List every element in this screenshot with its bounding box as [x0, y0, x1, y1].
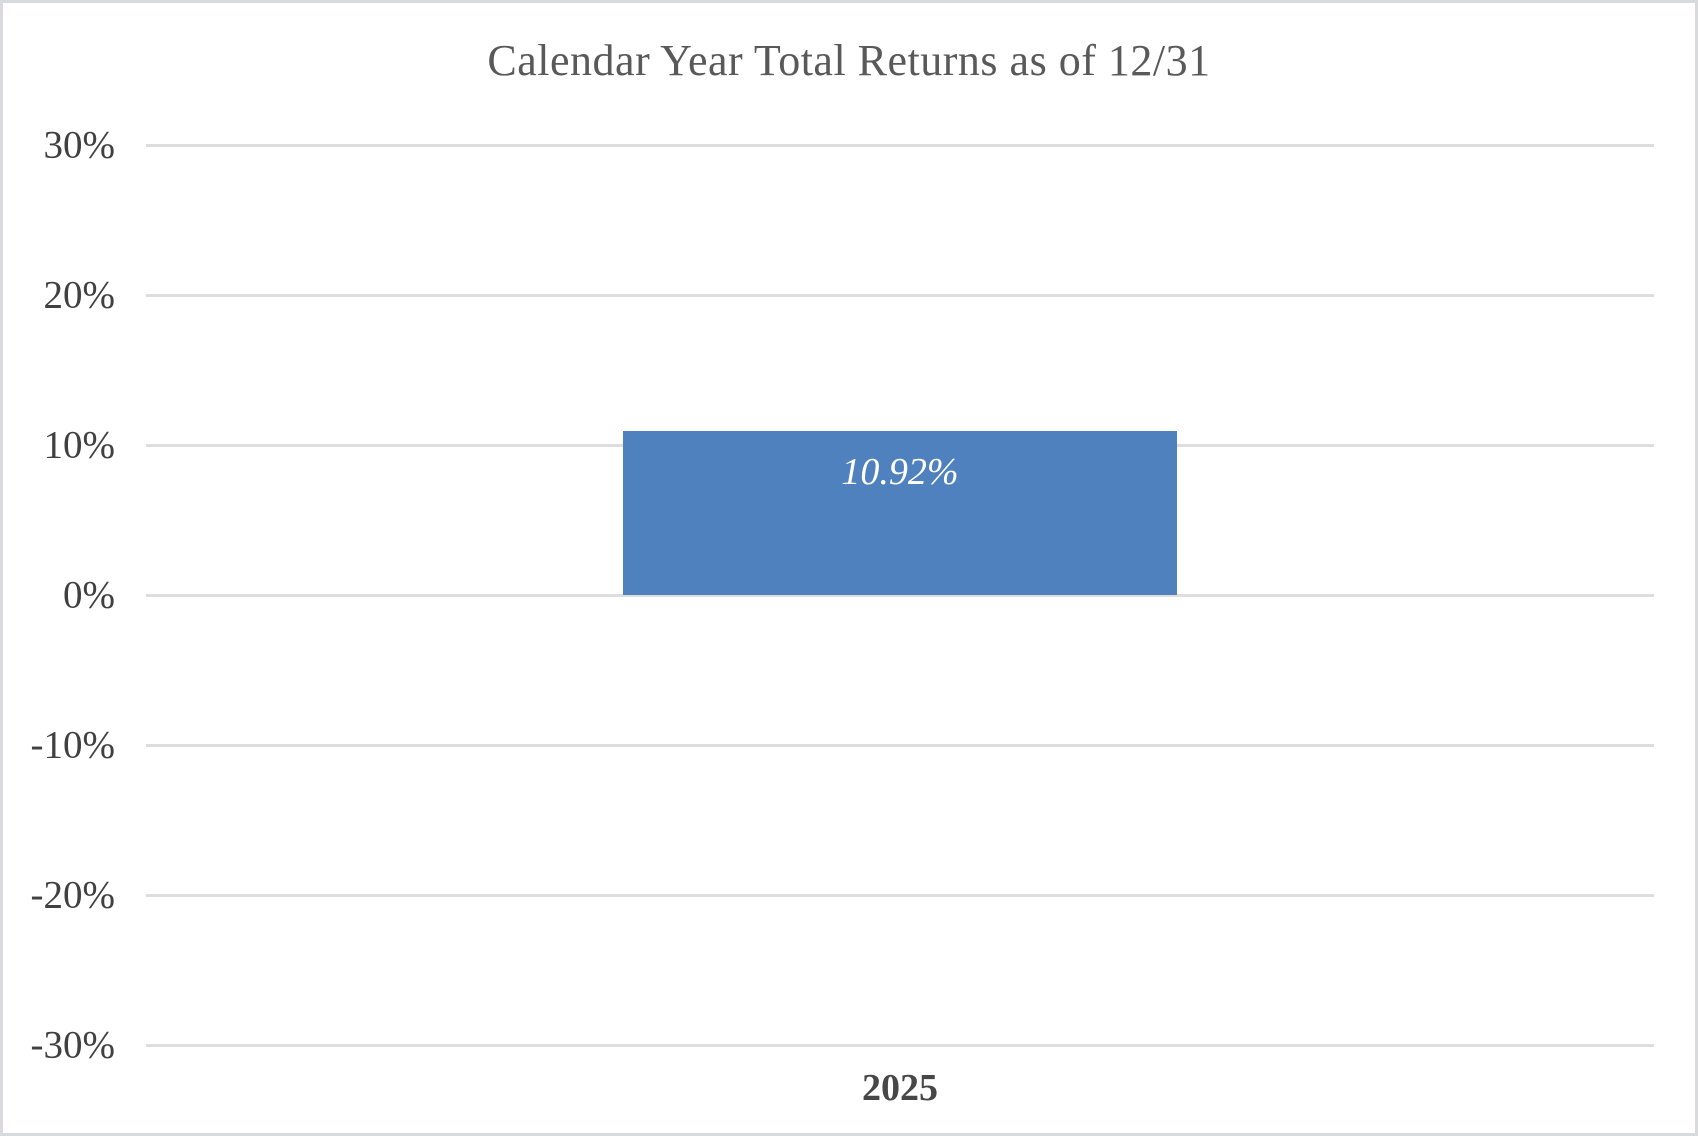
y-tick-label: 10% [43, 423, 116, 467]
gridline [146, 593, 1654, 597]
bar-value-label: 10.92% [841, 451, 959, 494]
y-tick-label: 20% [43, 273, 116, 317]
y-tick-label: -20% [30, 873, 115, 917]
chart-title: Calendar Year Total Returns as of 12/31 [487, 36, 1211, 85]
gridline [146, 893, 1654, 897]
y-tick-label: 0% [63, 573, 115, 617]
gridline [146, 293, 1654, 297]
gridline [146, 743, 1654, 747]
gridline [146, 1043, 1654, 1047]
y-tick-label: -30% [30, 1023, 115, 1067]
x-category-label: 2025 [862, 1067, 938, 1109]
y-tick-label: 30% [43, 123, 116, 167]
gridline [146, 143, 1654, 147]
y-tick-label: -10% [30, 723, 115, 767]
bar-2025: 10.92% [623, 431, 1177, 595]
